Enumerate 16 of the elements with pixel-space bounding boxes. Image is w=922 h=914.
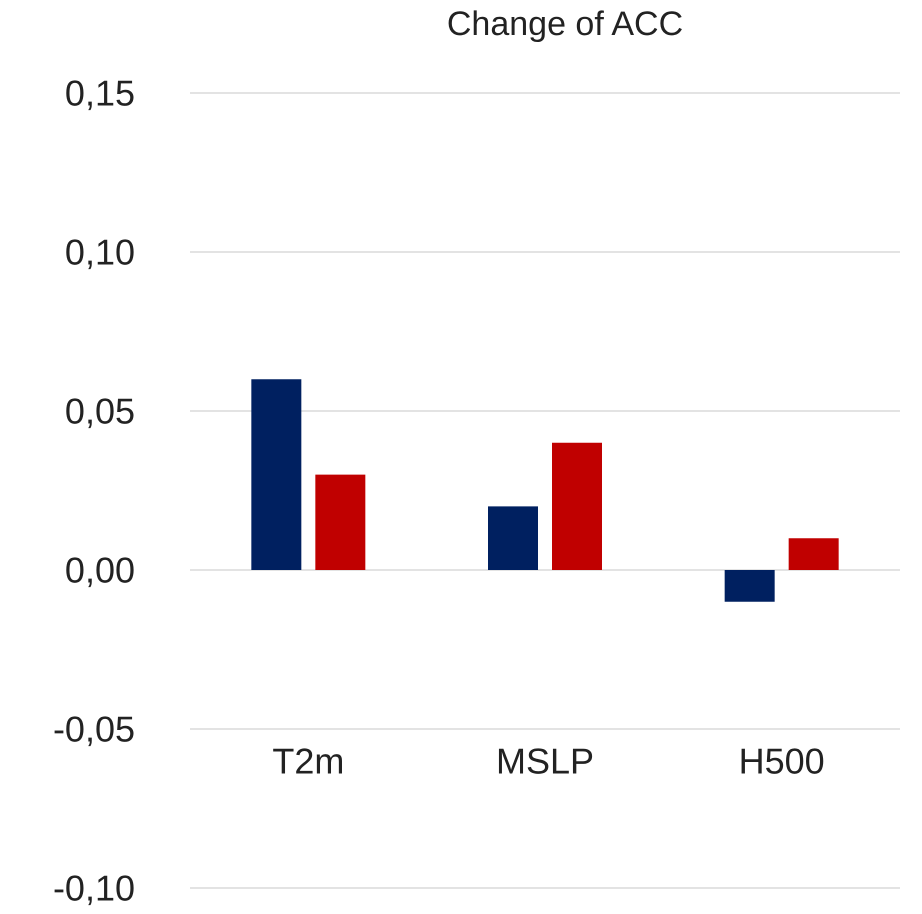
x-tick-label: MSLP xyxy=(496,740,594,782)
y-tick-label: 0,05 xyxy=(64,390,135,432)
x-tick-label: T2m xyxy=(272,740,344,782)
chart-title: Change of ACC xyxy=(446,5,684,43)
bar xyxy=(315,474,366,570)
bar xyxy=(552,442,602,570)
bar xyxy=(251,379,302,570)
bar xyxy=(788,538,839,570)
bar xyxy=(724,570,775,602)
bar xyxy=(488,506,538,570)
y-tick-label: 0,10 xyxy=(64,232,135,272)
y-tick-label: 0,00 xyxy=(64,550,135,590)
y-tick-label: 0,15 xyxy=(64,72,135,114)
x-tick-label: H500 xyxy=(738,740,825,782)
y-tick-label: -0,10 xyxy=(52,868,135,908)
y-tick-label: -0,05 xyxy=(52,708,135,750)
